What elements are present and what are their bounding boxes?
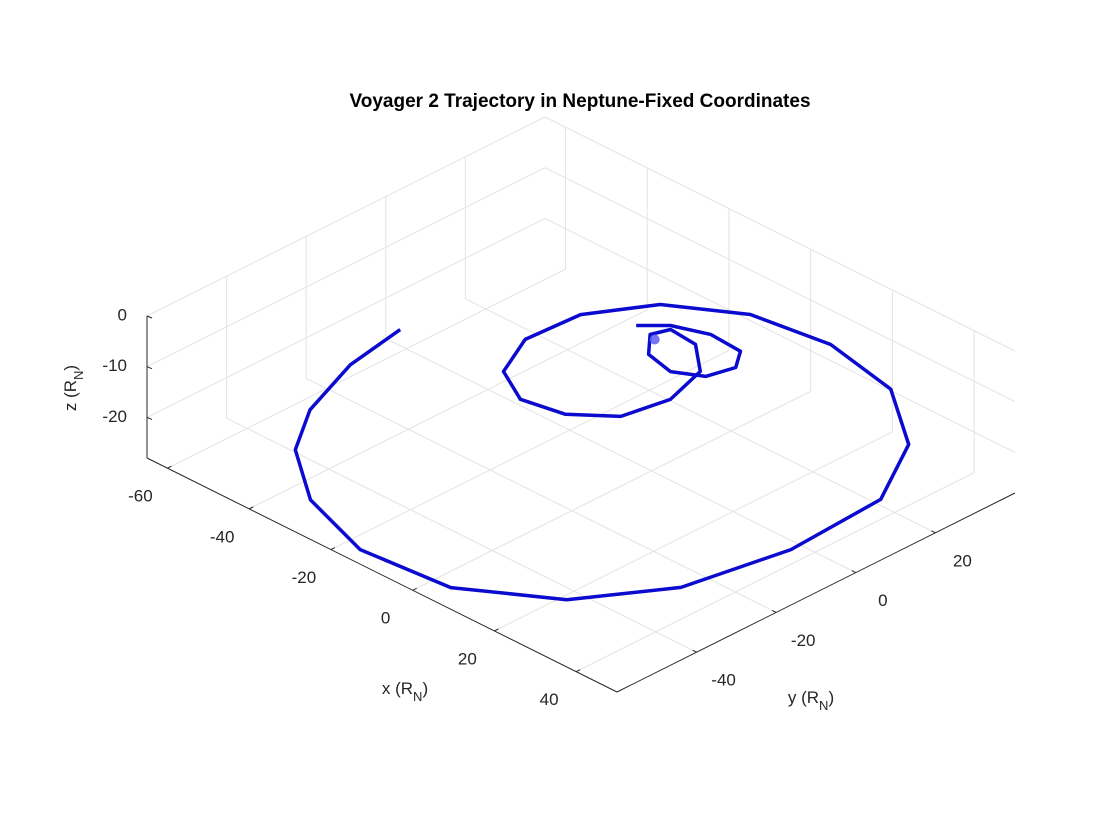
z-axis-label-part: z (R: [61, 380, 80, 411]
grid-line: [544, 116, 1016, 352]
x-tick-label: -60: [128, 487, 153, 506]
grid-line: [248, 309, 648, 510]
z-tick: [146, 366, 153, 370]
grid-line: [465, 298, 936, 534]
x-tick-label: 40: [540, 690, 559, 709]
x-tick-label: -40: [210, 527, 235, 546]
y-axis: [616, 492, 1016, 693]
y-tick: [851, 570, 857, 574]
x-tick-label: 20: [458, 649, 477, 668]
x-axis-label-part: x (R: [382, 679, 413, 698]
grid-line: [305, 377, 777, 613]
grid-line: [330, 350, 730, 551]
y-tick-label: -40: [711, 671, 736, 690]
y-tick-label: 0: [878, 591, 887, 610]
x-tick-label: 0: [381, 609, 390, 628]
x-tick-label: -20: [292, 568, 317, 587]
x-tick: [248, 506, 254, 510]
grid-line: [167, 268, 566, 469]
x-tick: [494, 628, 499, 632]
z-tick-label: 0: [118, 305, 127, 324]
y-axis-label-part: y (R: [788, 688, 819, 707]
x-axis-label-part: N: [413, 689, 422, 704]
y-axis-label-part: ): [828, 688, 834, 707]
x-tick: [575, 669, 581, 673]
grid-line: [544, 167, 1016, 403]
z-tick-label: -20: [102, 407, 127, 426]
x-axis: [146, 457, 618, 693]
spacecraft-marker: [649, 334, 660, 345]
z-tick: [146, 416, 153, 420]
x-tick: [412, 587, 417, 591]
x-tick: [167, 465, 172, 469]
y-tick-label: 20: [953, 551, 972, 570]
y-tick: [931, 530, 936, 534]
y-tick: [692, 649, 697, 653]
x-axis-label: x (RN): [382, 679, 428, 703]
z-axis-label: z (RN): [61, 365, 85, 411]
y-axis-label: y (RN): [788, 688, 834, 712]
chart-title: Voyager 2 Trajectory in Neptune-Fixed Co…: [349, 91, 810, 112]
z-tick: [146, 315, 153, 319]
z-axis-label-part: ): [61, 365, 80, 371]
x-axis-label-part: ): [422, 679, 428, 698]
x-tick: [330, 547, 336, 551]
y-axis-label-part: N: [819, 698, 828, 713]
z-axis-label-part: N: [71, 371, 86, 380]
z-tick-label: -10: [102, 356, 127, 375]
grid-line: [226, 417, 697, 653]
trajectory-line: [293, 302, 911, 602]
grid-line: [412, 390, 811, 591]
y-tick-label: -20: [791, 631, 816, 650]
y-tick: [771, 609, 777, 613]
grid-line: [575, 472, 975, 673]
grid-line: [146, 167, 546, 368]
grid-line: [544, 217, 1016, 453]
grid-line: [146, 116, 546, 317]
grid-line: [146, 217, 546, 418]
grid-line: [385, 338, 857, 574]
